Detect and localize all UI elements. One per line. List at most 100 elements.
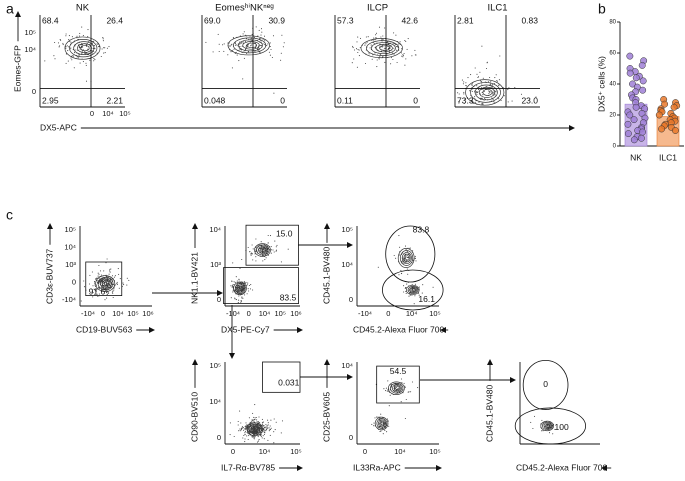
y-tick-label: 80 <box>609 20 616 26</box>
contour <box>546 424 550 428</box>
event-dot <box>400 269 402 271</box>
gate <box>514 407 587 445</box>
event-dot <box>404 257 406 259</box>
data-point <box>670 103 678 111</box>
data-point <box>638 61 646 69</box>
event-dot <box>413 303 415 305</box>
data-point <box>639 86 647 94</box>
event-dot <box>269 235 272 237</box>
event-dot <box>246 435 248 437</box>
event-dot <box>94 48 96 50</box>
event-dot <box>89 59 91 61</box>
event-dot <box>94 59 96 61</box>
event-dot <box>65 33 67 35</box>
event-dot <box>68 35 70 37</box>
gate-percent: 83.5 <box>280 292 297 302</box>
contour <box>80 45 90 52</box>
event-dot <box>73 52 76 54</box>
event-dot <box>471 90 473 92</box>
event-dot <box>379 430 381 433</box>
event-dot <box>418 294 420 296</box>
event-dot <box>432 286 434 288</box>
event-dot <box>474 96 476 98</box>
event-dot <box>485 67 488 70</box>
event-dot <box>374 52 376 54</box>
contour <box>405 255 410 261</box>
event-dot <box>100 286 102 288</box>
event-dot <box>234 297 236 299</box>
y-axis-label: CD25-BV605 <box>321 392 331 442</box>
event-dot <box>266 426 268 428</box>
y-tick-label: 60 <box>609 51 616 57</box>
y-tick-label: 10⁴ <box>209 225 221 234</box>
event-dot <box>93 40 95 42</box>
event-dot <box>267 422 269 424</box>
y-tick-label: 0 <box>217 433 221 442</box>
event-dot <box>237 302 239 304</box>
event-dot <box>73 67 75 69</box>
event-dot <box>479 80 482 82</box>
contour <box>543 422 552 430</box>
contour <box>374 416 389 431</box>
event-dot <box>123 284 125 286</box>
event-dot <box>87 29 89 31</box>
quadrant-percent: 57.3 <box>337 15 354 25</box>
event-dot <box>491 97 493 99</box>
event-dot <box>269 54 271 56</box>
event-dot <box>464 98 466 100</box>
event-dot <box>387 48 390 50</box>
x-axis-label: CD45.2-Alexa Fluor 700 <box>353 324 444 334</box>
event-dot <box>106 297 108 299</box>
event-dot <box>243 429 245 431</box>
contour <box>397 248 415 268</box>
data-point <box>624 130 632 138</box>
quadrant-percent: 0.048 <box>204 95 226 105</box>
event-dot <box>251 421 253 423</box>
x-tick-label: 10⁴ <box>259 447 271 456</box>
event-dot <box>383 47 385 49</box>
event-dot <box>93 60 95 62</box>
quadrant-percent: 2.21 <box>106 95 123 105</box>
event-dot <box>82 49 84 51</box>
event-dot <box>98 46 100 48</box>
event-dot <box>548 432 551 434</box>
event-dot <box>352 45 354 47</box>
event-dot <box>481 103 483 105</box>
event-dot <box>103 281 105 283</box>
event-dot <box>243 282 245 284</box>
event-dot <box>263 425 265 427</box>
contour <box>482 88 493 96</box>
event-dot <box>251 419 253 421</box>
event-dot <box>376 66 378 68</box>
event-dot <box>398 274 400 276</box>
plot-title: NK <box>76 3 90 14</box>
event-dot <box>83 280 85 282</box>
event-dot <box>276 244 278 246</box>
event-dot <box>103 47 105 49</box>
event-dot <box>116 283 118 285</box>
event-dot <box>92 285 94 287</box>
y-axis-label: CD90-BV510 <box>189 392 199 442</box>
event-dot <box>106 282 108 285</box>
event-dot <box>238 430 240 432</box>
event-dot <box>271 56 273 59</box>
event-dot <box>507 89 509 91</box>
event-dot <box>520 93 523 95</box>
event-dot <box>234 42 236 44</box>
event-dot <box>402 54 404 56</box>
event-dot <box>255 26 257 28</box>
event-dot <box>116 281 118 283</box>
event-dot <box>65 35 67 37</box>
event-dot <box>70 57 72 59</box>
event-dot <box>85 64 87 66</box>
event-dot <box>106 293 108 295</box>
event-dot <box>102 40 104 42</box>
event-dot <box>122 282 124 284</box>
event-dot <box>405 58 407 60</box>
x-tick-label: 10⁶ <box>142 309 153 318</box>
event-dot <box>88 283 91 285</box>
event-dot <box>417 387 419 389</box>
event-dot <box>260 435 262 437</box>
event-dot <box>248 435 250 437</box>
event-dot <box>93 281 96 283</box>
